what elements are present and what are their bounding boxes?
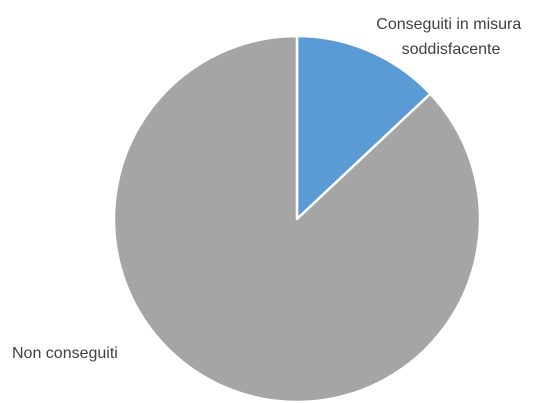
slice-label-conseguiti: Conseguiti in misura soddisfacente: [376, 16, 525, 58]
slice-label-non-conseguiti: Non conseguiti: [12, 345, 118, 362]
slice-label-non-conseguiti-line-1: Non conseguiti: [12, 345, 118, 362]
pie-slice-conseguiti: [295, 34, 432, 221]
pie-slices: [112, 34, 482, 403]
pie-slice-non-conseguiti: [112, 34, 482, 403]
slice-label-conseguiti-line-1: Conseguiti in misura: [376, 16, 521, 33]
slice-label-conseguiti-line-2: soddisfacente: [402, 41, 501, 58]
